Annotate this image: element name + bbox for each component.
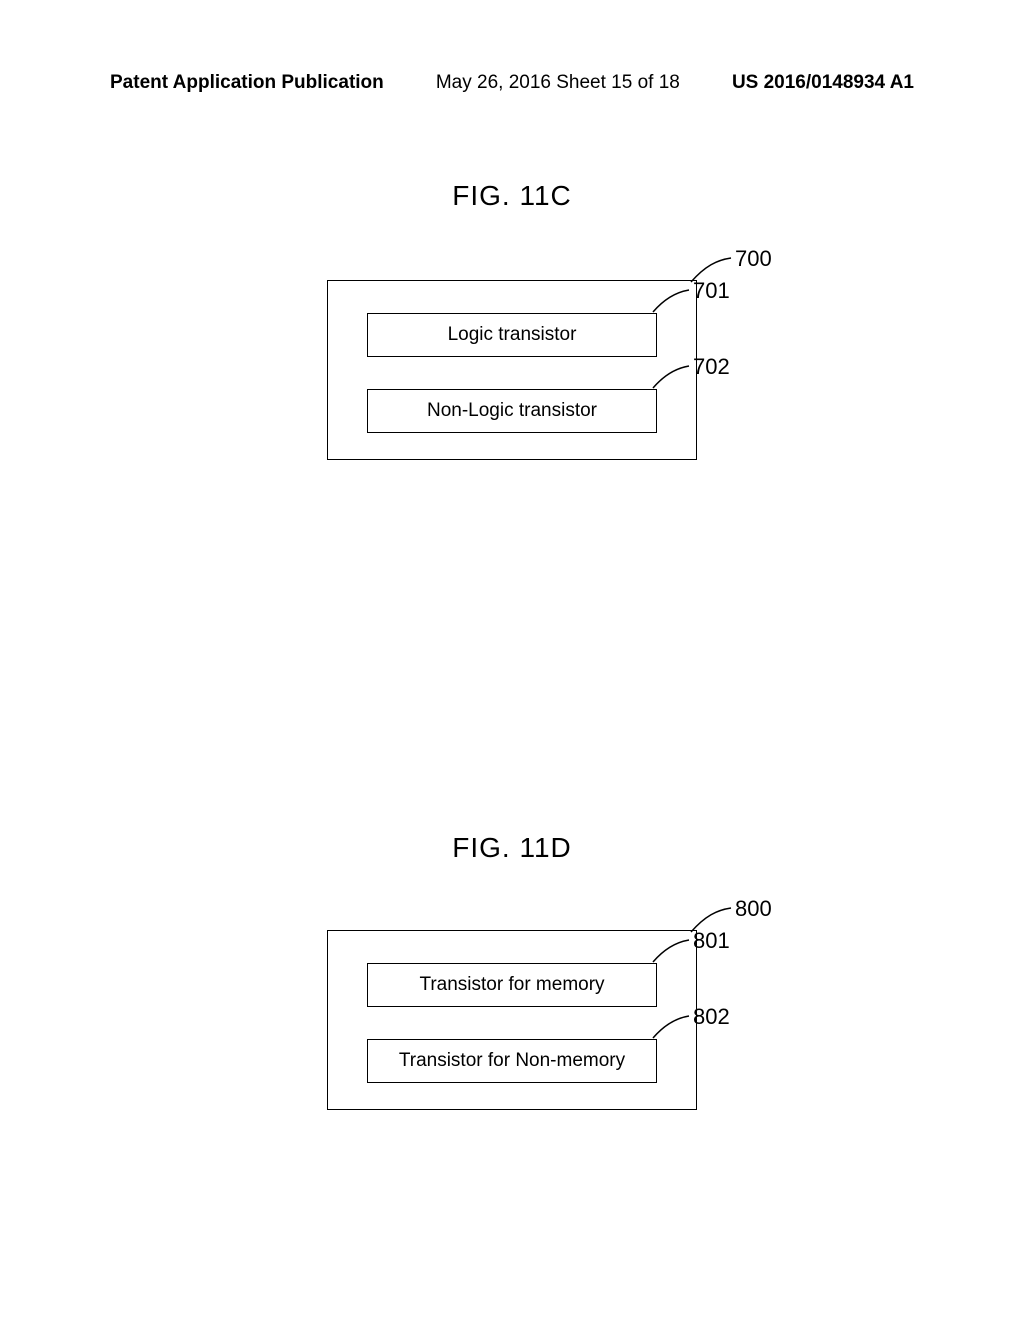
ref-700: 700 [735,246,772,272]
page-header: Patent Application Publication May 26, 2… [0,72,1024,94]
ref-800: 800 [735,896,772,922]
figure-11c-title: FIG. 11C [0,180,1024,212]
figure-11c-diagram: Logic transistor Non-Logic transistor 70… [327,280,697,460]
figure-11c-box-non-logic-transistor: Non-Logic transistor [367,389,657,433]
figure-11d-box-transistor-non-memory: Transistor for Non-memory [367,1039,657,1083]
ref-802: 802 [693,1004,730,1030]
header-left: Patent Application Publication [110,72,384,94]
header-middle: May 26, 2016 Sheet 15 of 18 [436,72,680,94]
figure-11c-box1-label: Logic transistor [448,324,577,346]
figure-11c-outer-box: Logic transistor Non-Logic transistor [327,280,697,460]
figure-11d-box1-label: Transistor for memory [419,974,604,996]
ref-801: 801 [693,928,730,954]
figure-11d-title: FIG. 11D [0,832,1024,864]
ref-701: 701 [693,278,730,304]
figure-11c-box-logic-transistor: Logic transistor [367,313,657,357]
figure-11d-box2-label: Transistor for Non-memory [399,1050,625,1072]
figure-11c-box2-label: Non-Logic transistor [427,400,597,422]
figure-11d-box-transistor-memory: Transistor for memory [367,963,657,1007]
figure-11d-diagram: Transistor for memory Transistor for Non… [327,930,697,1110]
ref-702: 702 [693,354,730,380]
header-right: US 2016/0148934 A1 [732,72,914,94]
figure-11d-outer-box: Transistor for memory Transistor for Non… [327,930,697,1110]
